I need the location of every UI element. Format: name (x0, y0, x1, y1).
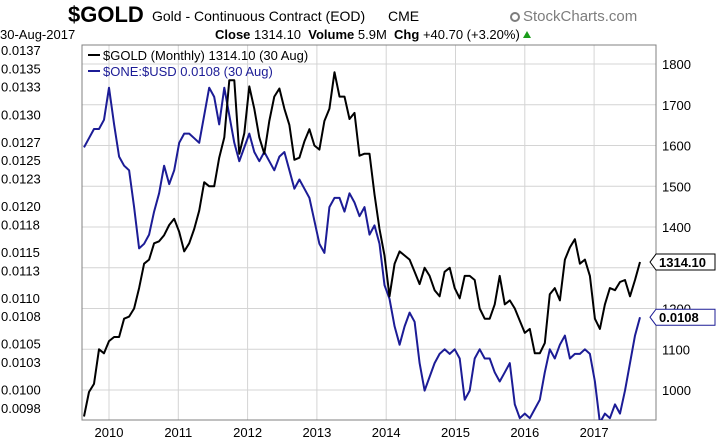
right-axis-ticks: 18001700160015001400120011001000 (662, 57, 691, 398)
chart-date: 30-Aug-2017 (0, 27, 76, 42)
left-tick-label: 0.0135 (1, 61, 41, 76)
left-tick-label: 0.0130 (1, 107, 41, 122)
magnifier-icon (510, 12, 520, 22)
right-tick-label: 1500 (662, 179, 691, 194)
exchange-label: CME (388, 8, 420, 24)
last-label-gold-text: 1314.10 (659, 255, 706, 270)
chg-label: Chg (394, 27, 420, 42)
left-tick-label: 0.0125 (1, 153, 41, 168)
x-tick-label: 2014 (372, 425, 401, 440)
chart-header: $GOLD Gold - Continuous Contract (EOD) C… (0, 0, 720, 48)
series-line-usd (83, 86, 641, 420)
x-tick-label: 2013 (302, 425, 331, 440)
right-tick-label: 1400 (662, 220, 691, 235)
up-arrow-icon (522, 31, 531, 38)
close-value: 1314.10 (254, 27, 302, 42)
left-tick-label: 0.0113 (1, 263, 40, 278)
last-label-usd-text: 0.0108 (659, 310, 699, 325)
plot-frame (81, 44, 657, 421)
series-line-gold (83, 71, 641, 417)
right-tick-label: 1800 (662, 57, 691, 72)
right-tick-label: 1600 (662, 139, 691, 154)
quote-line: Close 1314.10 Volume 5.9M Chg +40.70 (+3… (215, 27, 531, 42)
right-tick-label: 1100 (662, 342, 690, 357)
left-tick-label: 0.0118 (1, 217, 40, 232)
chart-legend: $GOLD (Monthly) 1314.10 (30 Aug) $ONE:$U… (88, 48, 308, 79)
left-tick-label: 0.0098 (1, 401, 41, 416)
left-tick-label: 0.0127 (1, 135, 41, 150)
x-tick-label: 2010 (95, 425, 124, 440)
volume-label: Volume (308, 27, 355, 42)
left-tick-label: 0.0100 (1, 383, 41, 398)
series-lines (83, 71, 641, 420)
instrument-name: Gold - Continuous Contract (EOD) (152, 8, 366, 24)
last-label-gold-box (649, 253, 716, 271)
left-tick-label: 0.0105 (1, 337, 41, 352)
left-tick-label: 0.0110 (1, 291, 40, 306)
left-tick-label: 0.0133 (1, 80, 41, 95)
left-tick-label: 0.0120 (1, 199, 41, 214)
x-tick-label: 2012 (233, 425, 262, 440)
last-label-gold: 1314.10 (649, 253, 716, 271)
left-tick-label: 0.0103 (1, 355, 41, 370)
right-tick-label: 1000 (662, 383, 691, 398)
left-axis-ticks: 0.0137 0.0135 0.0133 0.0130 0.0127 0.0125 0.01… (1, 43, 41, 416)
symbol-title: $GOLD (68, 2, 144, 27)
x-tick-label: 2016 (510, 425, 539, 440)
last-label-usd: 0.0108 (649, 308, 716, 326)
right-tick-label: 1700 (662, 98, 691, 113)
x-tick-label: 2017 (580, 425, 609, 440)
left-tick-label: 0.0108 (1, 309, 41, 324)
stockcharts-watermark: StockCharts.com (510, 8, 637, 25)
last-label-usd-box (649, 308, 716, 326)
last-value-labels: 1314.10 0.0108 (649, 253, 716, 326)
close-label: Close (215, 27, 251, 42)
watermark-text: StockCharts.com (523, 8, 638, 25)
volume-value: 5.9M (357, 27, 387, 42)
chg-value: +40.70 (+3.20%) (422, 27, 520, 42)
x-tick-label: 2011 (164, 425, 192, 440)
left-tick-label: 0.0115 (1, 245, 40, 260)
x-axis-ticks: 2010 2011 2012 2013 2014 2015 2016 2017 (95, 425, 609, 440)
legend-entry-gold: $GOLD (Monthly) 1314.10 (30 Aug) (103, 48, 308, 63)
x-tick-label: 2015 (441, 425, 470, 440)
left-tick-label: 0.0123 (1, 172, 41, 187)
legend-entry-usd: $ONE:$USD 0.0108 (30 Aug) (103, 64, 273, 79)
left-tick-label: 0.0137 (1, 43, 41, 58)
